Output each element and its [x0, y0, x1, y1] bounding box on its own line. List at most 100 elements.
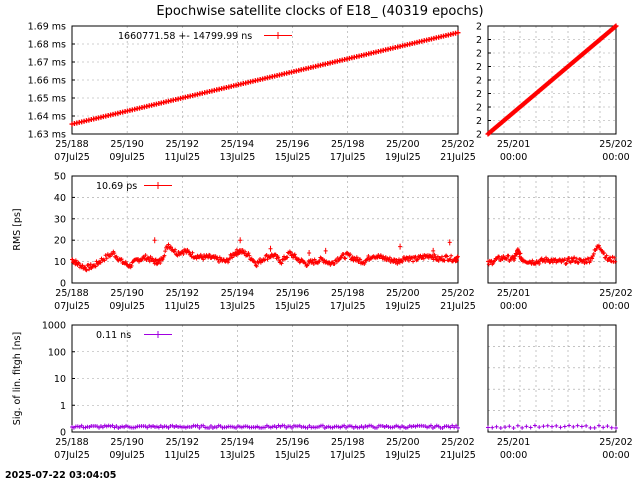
- y-tick-label: 20: [54, 236, 66, 247]
- y-tick-label: 2: [476, 62, 482, 73]
- data-point: [104, 256, 109, 261]
- data-point: [249, 256, 254, 261]
- x-tick-label: 25/201: [497, 139, 530, 150]
- series-sig-zoom: [486, 423, 618, 430]
- data-point: [454, 423, 459, 428]
- data-point: [104, 424, 109, 429]
- x-tick-label: 07Jul25: [54, 450, 90, 461]
- data-point: [448, 425, 453, 430]
- data-point: [590, 253, 595, 258]
- data-point: [591, 251, 596, 256]
- data-point: [613, 259, 618, 264]
- data-point: [191, 423, 196, 428]
- data-point: [103, 253, 108, 258]
- data-point: [207, 253, 212, 258]
- data-point: [415, 257, 420, 262]
- data-point: [432, 252, 437, 257]
- data-point: [342, 255, 347, 260]
- data-point: [489, 258, 494, 263]
- data-point: [608, 255, 613, 260]
- data-point: [253, 263, 258, 268]
- y-tick-label: 10: [54, 374, 66, 385]
- data-point: [590, 256, 595, 261]
- x-tick-label: 25/202: [599, 139, 632, 150]
- data-point: [416, 256, 421, 261]
- data-point: [199, 255, 204, 260]
- data-point: [312, 257, 317, 262]
- y-tick-label: 1.65 ms: [28, 94, 66, 105]
- data-point: [563, 262, 568, 267]
- data-point: [340, 424, 345, 429]
- x-tick-label: 15Jul25: [275, 152, 311, 163]
- x-tick-label: 25/188: [55, 139, 88, 150]
- data-point: [507, 424, 512, 429]
- y-tick-label: 2: [476, 130, 482, 141]
- x-tick-label: 25/202: [599, 437, 632, 448]
- data-point: [190, 250, 195, 255]
- data-point: [401, 425, 406, 430]
- data-point: [176, 424, 181, 429]
- data-point: [125, 424, 130, 429]
- y-tick-label: 40: [54, 193, 66, 204]
- data-point: [342, 423, 347, 428]
- y-tick-label: 1.64 ms: [28, 112, 66, 123]
- data-point: [268, 425, 273, 430]
- data-outlier: [431, 247, 436, 254]
- data-point: [520, 425, 525, 430]
- x-tick-label: 25/202: [441, 437, 474, 448]
- x-tick-label: 25/201: [497, 288, 530, 299]
- data-point: [602, 250, 607, 255]
- data-point: [102, 423, 107, 428]
- data-point: [576, 260, 581, 265]
- data-point: [486, 262, 491, 267]
- data-point: [575, 423, 580, 428]
- data-point: [358, 257, 363, 262]
- x-tick-label: 07Jul25: [54, 301, 90, 312]
- data-point: [317, 259, 322, 264]
- data-point: [348, 252, 353, 257]
- data-point: [345, 424, 350, 429]
- x-tick-label: 09Jul25: [109, 152, 145, 163]
- x-tick-label: 25/192: [166, 139, 199, 150]
- x-tick-label: 21Jul25: [440, 450, 476, 461]
- data-point: [554, 423, 559, 428]
- panel-rms-main: 0 10 20 30 40 50 25/188 07Jul25 25/190 09Jul25 25/…: [12, 172, 476, 313]
- x-tick-label: 25/202: [441, 288, 474, 299]
- x-tick-label: 19Jul25: [385, 301, 421, 312]
- data-point: [246, 251, 251, 256]
- y-tick-label: 1.63 ms: [28, 130, 66, 141]
- data-point: [579, 424, 584, 429]
- data-point: [518, 251, 523, 256]
- x-tick-label: 13Jul25: [220, 152, 256, 163]
- data-outlier: [152, 237, 157, 244]
- data-point: [320, 423, 325, 428]
- data-point: [490, 425, 495, 430]
- data-point: [310, 258, 315, 263]
- y-tick-label: 1.69 ms: [28, 22, 66, 33]
- y-tick-label: 0: [60, 279, 66, 290]
- data-point: [497, 254, 502, 259]
- data-point: [332, 261, 337, 266]
- data-point: [282, 423, 287, 428]
- data-point: [133, 425, 138, 430]
- data-point: [235, 424, 240, 429]
- data-point: [162, 253, 167, 258]
- data-outlier: [268, 245, 273, 252]
- data-point: [387, 255, 392, 260]
- x-tick-label: 07Jul25: [54, 152, 90, 163]
- plot-frame: [71, 324, 459, 433]
- y-tick-label: 2: [476, 89, 482, 100]
- data-point: [73, 258, 78, 263]
- data-point: [504, 256, 509, 261]
- data-point: [82, 265, 87, 270]
- data-point: [586, 256, 591, 261]
- data-point: [374, 425, 379, 430]
- data-point: [588, 425, 593, 430]
- data-point: [208, 424, 213, 429]
- x-tick-label: 17Jul25: [330, 450, 366, 461]
- x-tick-label: 25/190: [110, 139, 143, 150]
- data-point: [285, 255, 290, 260]
- data-point: [411, 423, 416, 428]
- data-point: [326, 424, 331, 429]
- y-tick-label: 2: [476, 22, 482, 33]
